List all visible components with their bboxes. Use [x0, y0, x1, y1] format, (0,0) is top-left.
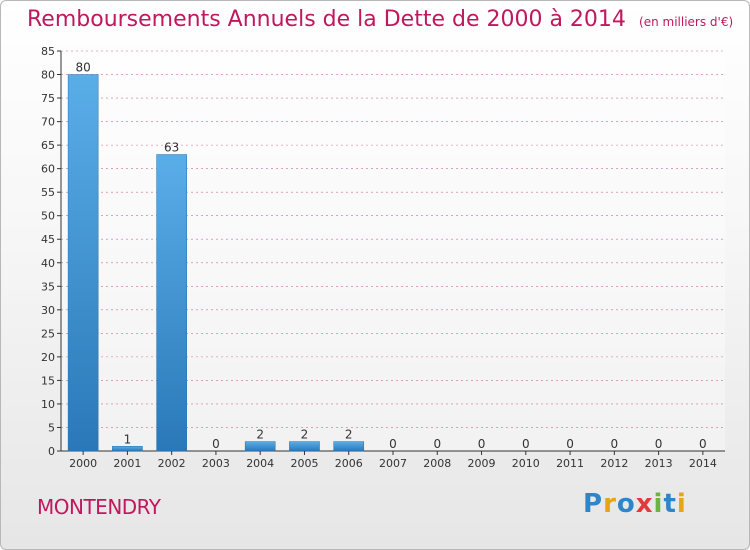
data-label-2011: 0 — [566, 437, 574, 451]
data-label-2000: 80 — [75, 61, 90, 75]
y-tick-label: 70 — [41, 116, 55, 129]
y-tick-label: 10 — [41, 398, 55, 411]
logo-letter: x — [635, 489, 654, 519]
chart-title: Remboursements Annuels de la Dette de 20… — [27, 7, 733, 32]
x-tick-label-2004: 2004 — [246, 457, 274, 470]
y-tick-label: 85 — [41, 45, 55, 58]
logo-letter: i — [653, 489, 664, 519]
y-tick-label: 35 — [41, 280, 55, 293]
y-tick-label: 5 — [48, 421, 55, 434]
bar-2002 — [156, 154, 187, 452]
logo-letter: o — [616, 489, 636, 519]
x-tick-label-2006: 2006 — [335, 457, 363, 470]
y-tick-label: 30 — [41, 304, 55, 317]
y-tick-label: 80 — [41, 69, 55, 82]
y-tick-label: 55 — [41, 186, 55, 199]
x-tick-label-2012: 2012 — [600, 457, 628, 470]
y-tick-label: 20 — [41, 351, 55, 364]
y-tick-label: 15 — [41, 374, 55, 387]
y-tick-label: 65 — [41, 139, 55, 152]
x-tick-label-2005: 2005 — [290, 457, 318, 470]
chart-title-text: Remboursements Annuels de la Dette de 20… — [27, 7, 626, 32]
logo-letter: P — [583, 489, 604, 519]
x-tick-label-2011: 2011 — [556, 457, 584, 470]
city-name: MONTENDRY — [37, 495, 161, 519]
y-tick-label: 45 — [41, 233, 55, 246]
y-tick-label: 40 — [41, 257, 55, 270]
chart-unit-note: (en milliers d'€) — [639, 15, 734, 29]
bar-2004 — [244, 441, 276, 452]
x-tick-label-2003: 2003 — [202, 457, 230, 470]
bar-2006 — [333, 441, 365, 452]
data-label-2002: 63 — [164, 141, 179, 155]
x-tick-label-2007: 2007 — [379, 457, 407, 470]
bar-2005 — [289, 441, 320, 452]
data-label-2009: 0 — [478, 437, 486, 451]
data-label-2008: 0 — [433, 437, 441, 451]
bar-2001 — [112, 446, 143, 452]
x-tick-label-2000: 2000 — [69, 457, 97, 470]
logo-letter: t — [663, 489, 677, 519]
x-tick-label-2008: 2008 — [423, 457, 451, 470]
x-tick-label-2001: 2001 — [113, 457, 141, 470]
y-tick-label: 50 — [41, 210, 55, 223]
x-tick-label-2010: 2010 — [512, 457, 540, 470]
proxiti-logo: Proxiti — [583, 489, 687, 519]
y-tick-label: 60 — [41, 163, 55, 176]
data-label-2003: 0 — [212, 437, 220, 451]
logo-letter: i — [676, 489, 687, 519]
data-label-2010: 0 — [522, 437, 530, 451]
y-tick-label: 0 — [48, 445, 55, 458]
data-label-2005: 2 — [301, 428, 309, 442]
x-tick-label-2014: 2014 — [689, 457, 717, 470]
y-tick-label: 75 — [41, 92, 55, 105]
data-label-2012: 0 — [611, 437, 619, 451]
data-label-2014: 0 — [699, 437, 707, 451]
data-label-2013: 0 — [655, 437, 663, 451]
bar-2000 — [67, 74, 99, 452]
y-tick-label: 25 — [41, 327, 55, 340]
data-label-2004: 2 — [256, 428, 264, 442]
x-tick-label-2002: 2002 — [158, 457, 186, 470]
data-label-2006: 2 — [345, 428, 353, 442]
data-label-2007: 0 — [389, 437, 397, 451]
x-tick-label-2013: 2013 — [645, 457, 673, 470]
logo-letter: r — [603, 489, 617, 519]
x-tick-label-2009: 2009 — [468, 457, 496, 470]
data-label-2001: 1 — [124, 432, 132, 446]
